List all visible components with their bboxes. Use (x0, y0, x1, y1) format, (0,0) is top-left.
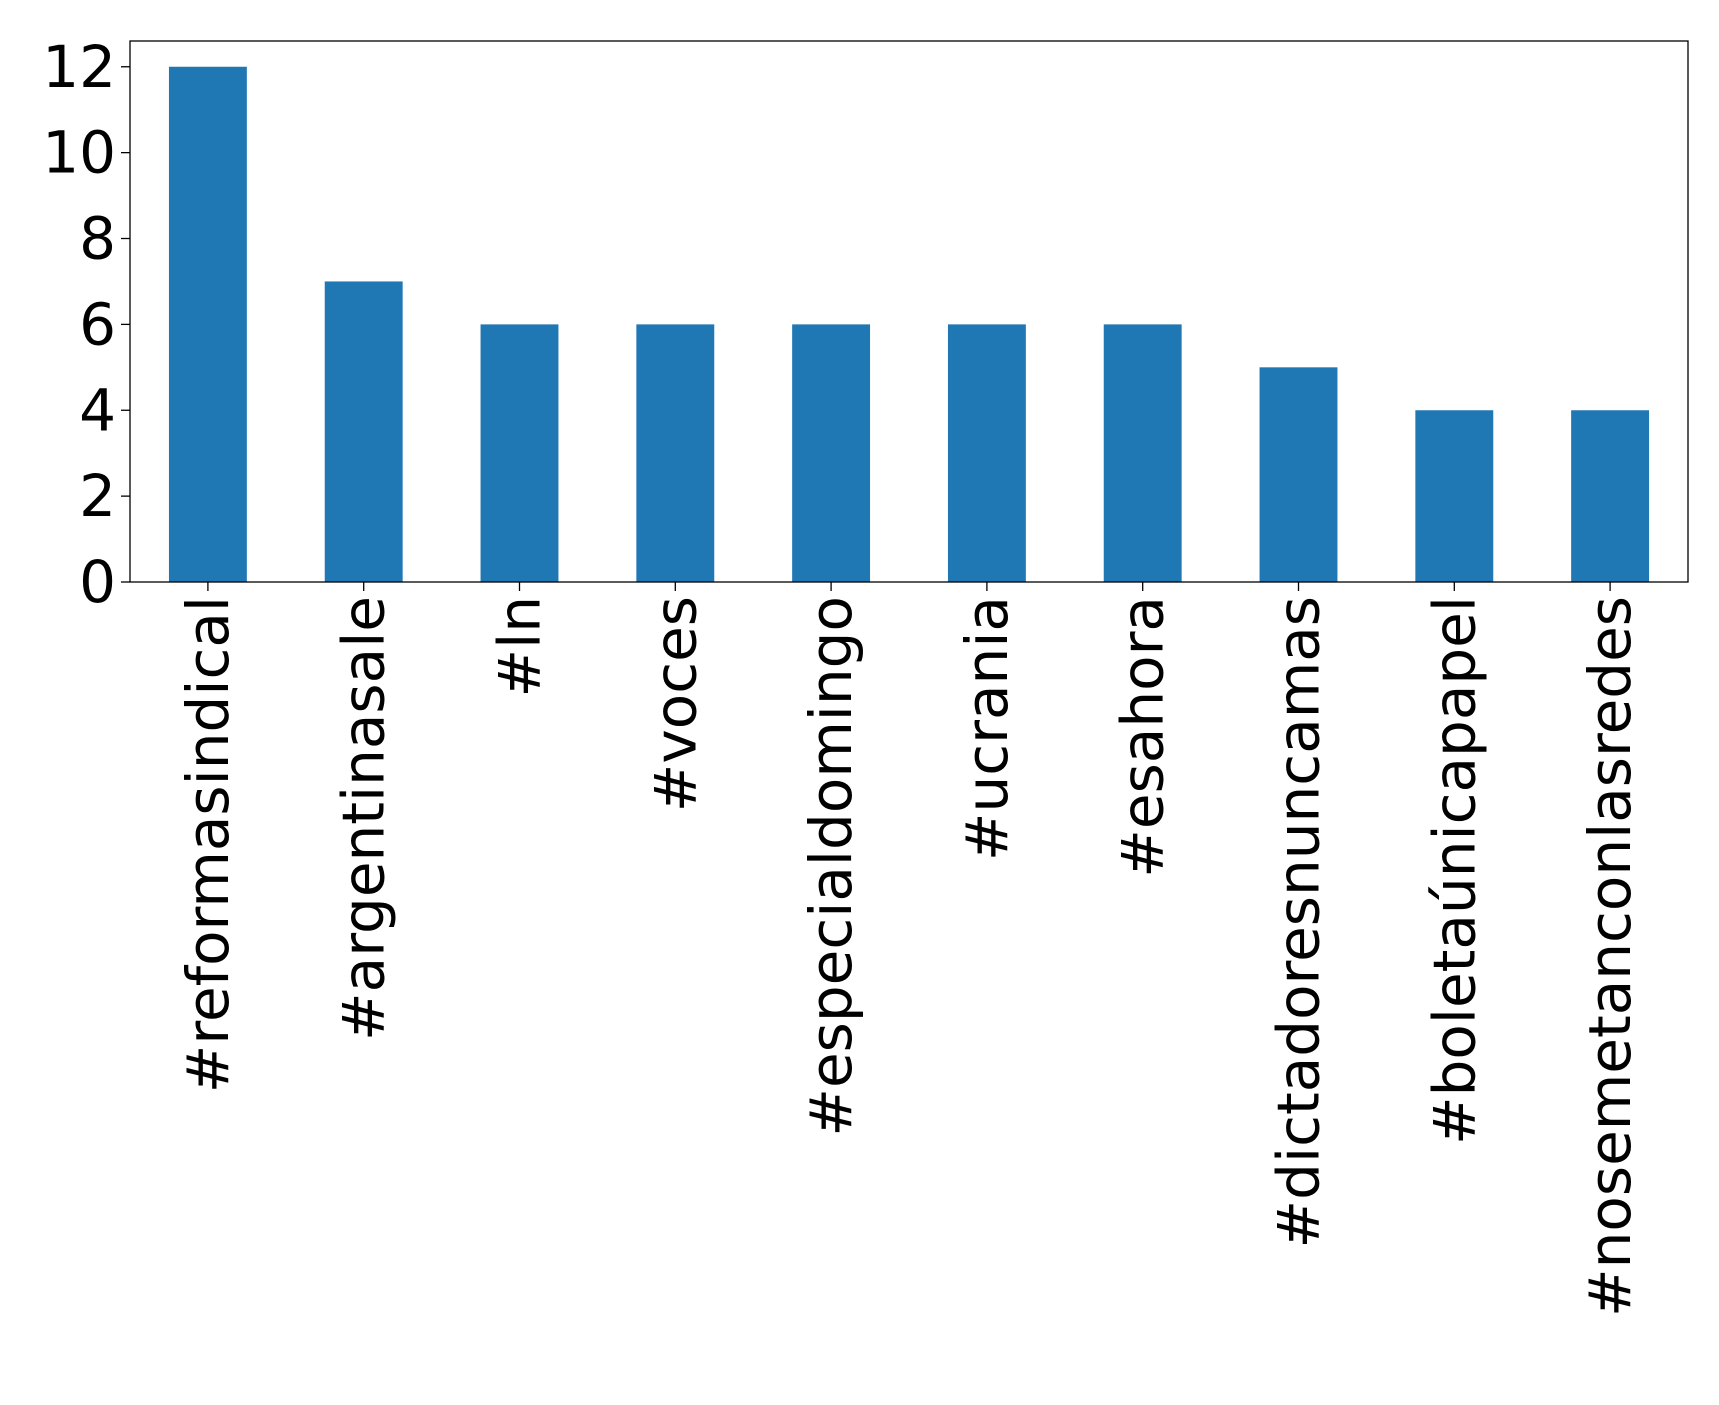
y-tick-label: 6 (79, 290, 116, 358)
y-tick-label: 2 (79, 462, 116, 530)
x-tick-label: #especialdomingo (797, 596, 865, 1137)
x-tick-label: #ln (486, 596, 554, 697)
x-tick-label: #ucrania (953, 596, 1021, 861)
bars-group (168, 66, 1650, 582)
bar-ucrania (947, 324, 1026, 582)
plot-frame (129, 40, 1689, 583)
bar-nosemetanconlasredes (1571, 410, 1650, 582)
x-tick-label: #voces (641, 596, 709, 812)
y-axis: 0 2 4 6 8 10 12 (42, 33, 130, 616)
y-tick-label: 8 (79, 205, 116, 273)
x-tick-label: #boletaúnicapapel (1420, 596, 1488, 1145)
x-tick-label: #esahora (1109, 596, 1177, 878)
y-tick-label: 0 (79, 548, 116, 616)
bar-reformasindical (168, 66, 247, 582)
bar-dictadoresnuncamas (1259, 367, 1338, 582)
x-axis: #reformasindical #argentinasale #ln #voces #… (174, 582, 1644, 1317)
y-tick-label: 10 (42, 119, 116, 187)
bar-ln (480, 324, 559, 582)
x-tick-label: #reformasindical (174, 596, 242, 1093)
y-tick-label: 12 (42, 33, 116, 101)
bar-voces (636, 324, 715, 582)
y-tick-label: 4 (79, 376, 116, 444)
x-tick-label: #nosemetanconlasredes (1576, 596, 1644, 1317)
bar-argentinasale (324, 281, 403, 582)
x-tick-label: #argentinasale (330, 596, 398, 1041)
x-tick-label: #dictadoresnuncamas (1265, 596, 1333, 1248)
bar-especialdomingo (792, 324, 871, 582)
bar-esahora (1103, 324, 1182, 582)
bar-boletaúnicapapel (1415, 410, 1494, 582)
